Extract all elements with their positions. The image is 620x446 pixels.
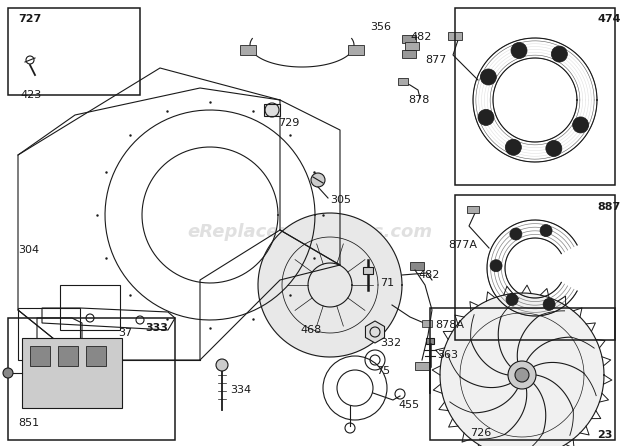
Circle shape <box>311 173 325 187</box>
Bar <box>86 346 106 366</box>
Circle shape <box>506 293 518 306</box>
Polygon shape <box>258 213 402 357</box>
Text: 332: 332 <box>380 338 401 348</box>
Bar <box>240 45 256 55</box>
Bar <box>402 35 416 43</box>
Bar <box>22 338 122 408</box>
Bar <box>467 206 479 213</box>
Text: 363: 363 <box>437 350 458 360</box>
Bar <box>30 346 50 366</box>
Bar <box>398 78 408 85</box>
Text: 887: 887 <box>597 202 620 212</box>
Text: 727: 727 <box>18 14 42 24</box>
Circle shape <box>546 140 562 157</box>
Bar <box>455 195 615 340</box>
Bar <box>426 338 434 344</box>
Bar <box>455 8 615 185</box>
Bar <box>415 362 429 370</box>
Text: 334: 334 <box>230 385 251 395</box>
Circle shape <box>480 69 497 85</box>
Bar <box>18 308 80 360</box>
Bar <box>8 8 140 95</box>
Polygon shape <box>440 293 604 446</box>
Text: 482: 482 <box>418 270 440 280</box>
Bar <box>264 104 280 116</box>
Circle shape <box>3 368 13 378</box>
Bar <box>402 50 416 58</box>
Text: 23: 23 <box>597 430 613 440</box>
Text: 878: 878 <box>408 95 430 105</box>
Circle shape <box>540 225 552 236</box>
Text: 75: 75 <box>376 366 390 376</box>
Text: 851: 851 <box>18 418 39 428</box>
Text: 474: 474 <box>597 14 620 24</box>
Bar <box>348 45 364 55</box>
Text: 333: 333 <box>145 323 168 333</box>
Text: 877A: 877A <box>448 240 477 250</box>
Text: 71: 71 <box>380 278 394 288</box>
Text: 878A: 878A <box>435 320 464 330</box>
Bar <box>422 320 432 327</box>
Circle shape <box>543 298 555 310</box>
Circle shape <box>511 42 527 58</box>
Text: eReplacementParts.com: eReplacementParts.com <box>187 223 433 241</box>
Text: 356: 356 <box>370 22 391 32</box>
Circle shape <box>515 368 529 382</box>
Text: 482: 482 <box>410 32 432 42</box>
Text: 305: 305 <box>330 195 351 205</box>
Text: 37: 37 <box>118 328 132 338</box>
Circle shape <box>573 117 588 133</box>
Text: 729: 729 <box>278 118 299 128</box>
Bar <box>58 346 78 366</box>
Bar <box>60 285 120 330</box>
Bar <box>405 42 419 50</box>
Bar <box>8 318 175 440</box>
Circle shape <box>216 359 228 371</box>
Text: 726: 726 <box>470 428 491 438</box>
Text: 877: 877 <box>425 55 446 65</box>
Circle shape <box>505 139 521 155</box>
Bar <box>430 308 615 440</box>
Text: 468: 468 <box>300 325 321 335</box>
Circle shape <box>510 228 522 240</box>
Circle shape <box>508 361 536 389</box>
Bar <box>448 32 462 40</box>
Circle shape <box>490 260 502 272</box>
Bar <box>363 267 373 274</box>
Circle shape <box>551 46 567 62</box>
Text: 304: 304 <box>18 245 39 255</box>
Text: 455: 455 <box>398 400 419 410</box>
Circle shape <box>478 109 494 125</box>
Text: 423: 423 <box>20 90 42 100</box>
Bar <box>410 262 424 270</box>
Polygon shape <box>365 321 384 343</box>
